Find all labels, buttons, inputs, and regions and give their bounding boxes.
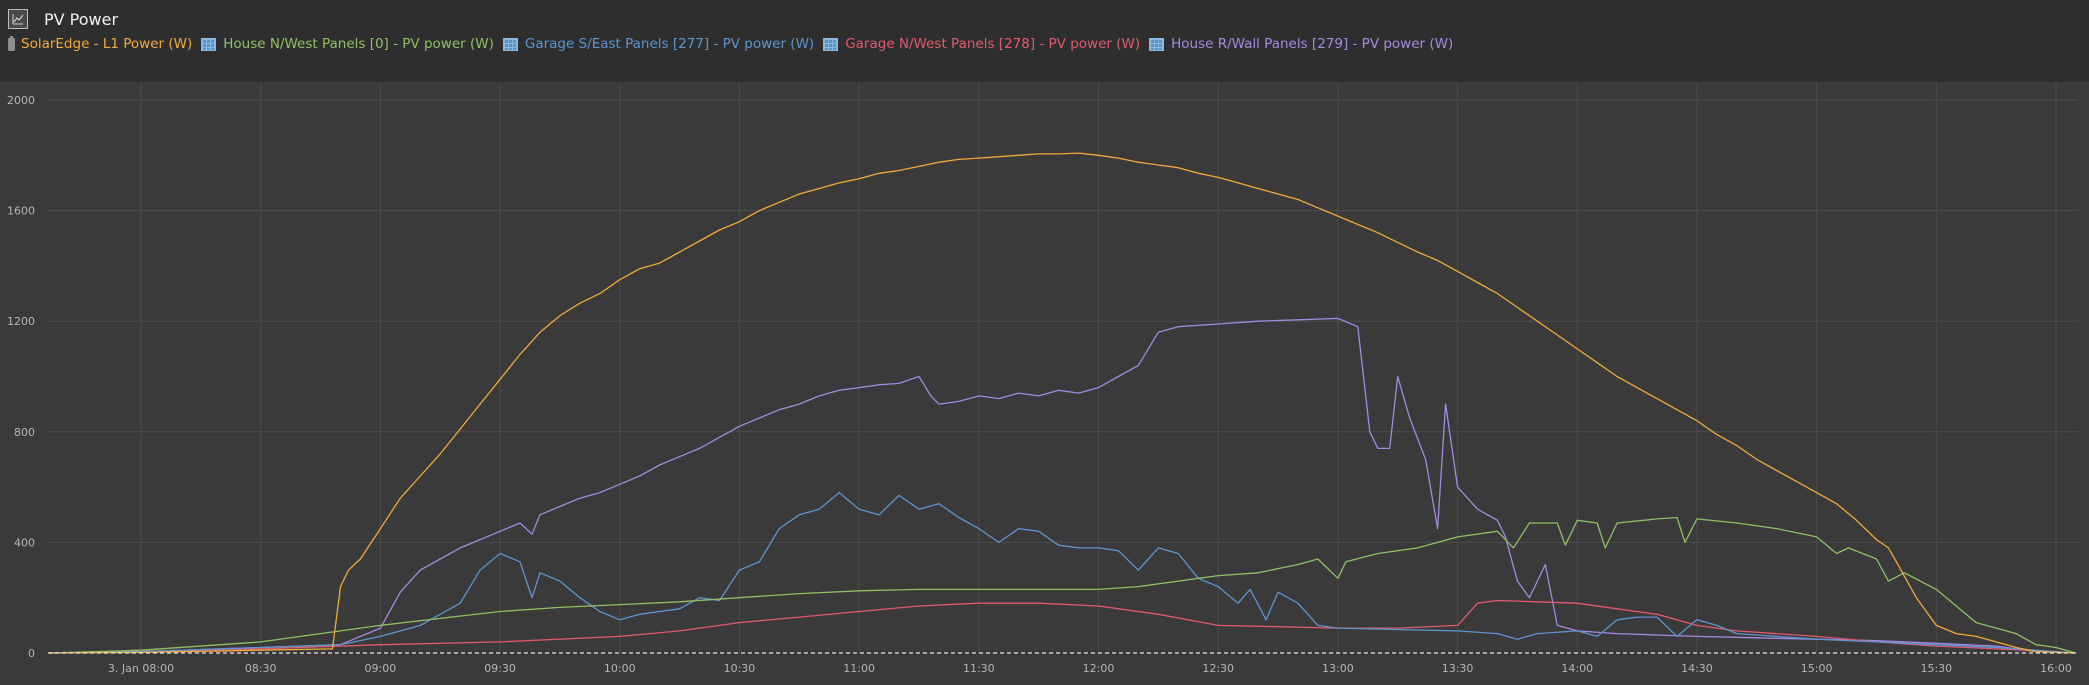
series-line xyxy=(49,599,2076,654)
chart-header: PV Power SolarEdge - L1 Power (W) House N… xyxy=(0,0,2089,82)
x-tick-label: 11:30 xyxy=(963,662,995,675)
y-tick-label: 800 xyxy=(14,426,35,439)
legend-item[interactable]: Garage N/West Panels [278] - PV power (W… xyxy=(823,36,1140,52)
y-tick-label: 1200 xyxy=(7,315,35,328)
legend-label: Garage N/West Panels [278] - PV power (W… xyxy=(845,36,1141,52)
x-tick-label: 13:30 xyxy=(1442,662,1474,675)
page-title: PV Power xyxy=(44,9,119,29)
y-tick-label: 1600 xyxy=(7,205,35,218)
x-tick-label: 15:00 xyxy=(1801,662,1833,675)
y-tick-label: 0 xyxy=(28,647,35,660)
y-tick-label: 2000 xyxy=(7,94,35,107)
x-tick-label: 13:00 xyxy=(1322,662,1354,675)
title-row: PV Power xyxy=(8,7,118,31)
line-chart: 3. Jan 08:00 08:30 09:00 09:30 10:00 10:30 11:… xyxy=(7,82,2078,675)
series-line xyxy=(49,491,2076,654)
x-tick-label: 10:30 xyxy=(724,662,756,675)
x-tick-label: 12:30 xyxy=(1202,662,1234,675)
y-tick-label: 400 xyxy=(14,536,35,549)
plot-area xyxy=(48,82,2078,654)
legend-label: House R/Wall Panels [279] - PV power (W) xyxy=(1171,36,1454,52)
series-line xyxy=(49,317,2076,654)
series-line xyxy=(49,516,2077,654)
x-tick-label: 14:00 xyxy=(1561,662,1593,675)
legend: SolarEdge - L1 Power (W) House N/West Pan… xyxy=(8,35,1462,52)
x-tick-label: 3. Jan 08:00 xyxy=(108,662,174,675)
series-line xyxy=(49,152,2076,654)
legend-label: Garage S/East Panels [277] - PV power (W… xyxy=(524,36,815,52)
legend-label: SolarEdge - L1 Power (W) xyxy=(21,36,193,52)
x-tick-label: 10:00 xyxy=(604,662,636,675)
battery-icon xyxy=(8,35,15,51)
x-tick-label: 09:30 xyxy=(484,662,516,675)
x-tick-label: 08:30 xyxy=(245,662,277,675)
solar-panel-icon xyxy=(823,37,839,51)
legend-item[interactable]: House R/Wall Panels [279] - PV power (W) xyxy=(1149,36,1453,52)
solar-panel-icon xyxy=(1149,37,1165,51)
x-tick-label: 11:00 xyxy=(843,662,875,675)
x-tick-label: 15:30 xyxy=(1920,662,1952,675)
line-chart-icon xyxy=(8,9,28,29)
x-tick-label: 09:00 xyxy=(365,662,397,675)
legend-item[interactable]: SolarEdge - L1 Power (W) xyxy=(8,35,193,52)
solar-panel-icon xyxy=(201,37,217,51)
x-tick-label: 16:00 xyxy=(2040,662,2072,675)
legend-label: House N/West Panels [0] - PV power (W) xyxy=(223,36,494,52)
x-tick-label: 14:30 xyxy=(1681,662,1713,675)
solar-panel-icon xyxy=(502,37,518,51)
legend-item[interactable]: House N/West Panels [0] - PV power (W) xyxy=(201,36,494,52)
legend-item[interactable]: Garage S/East Panels [277] - PV power (W… xyxy=(502,36,815,52)
x-tick-label: 12:00 xyxy=(1083,662,1115,675)
